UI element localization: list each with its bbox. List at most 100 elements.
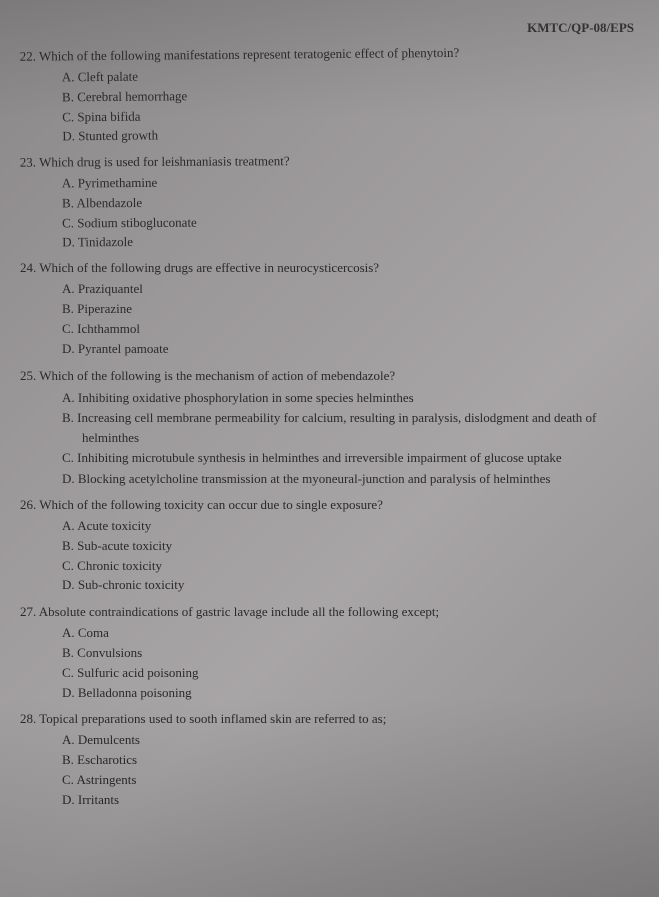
option-letter: C.: [62, 665, 74, 680]
question-number: 24.: [20, 260, 36, 275]
option-letter: D.: [62, 341, 75, 356]
option-text: Escharotics: [77, 752, 137, 767]
option-letter: C.: [62, 772, 74, 787]
option-text: Sodium stibogluconate: [77, 214, 197, 230]
option-d: D. Sub-chronic toxicity: [62, 576, 639, 595]
option-letter: C.: [62, 321, 74, 336]
options-list: A. Coma B. Convulsions C. Sulfuric acid …: [20, 624, 639, 702]
option-letter: C.: [62, 215, 74, 230]
options-list: A. Inhibiting oxidative phosphorylation …: [20, 388, 639, 489]
question-stem: 27. Absolute contraindications of gastri…: [20, 603, 639, 622]
option-text: Inhibiting oxidative phosphorylation in …: [78, 390, 414, 405]
options-list: A. Demulcents B. Escharotics C. Astringe…: [20, 731, 639, 809]
option-text: Spina bifida: [77, 108, 140, 124]
option-letter: A.: [62, 518, 75, 533]
option-letter: B.: [62, 410, 74, 425]
option-a: A. Coma: [62, 624, 639, 643]
question-text: Topical preparations used to sooth infla…: [39, 711, 386, 726]
option-text: Coma: [78, 625, 109, 640]
option-text: Belladonna poisoning: [78, 685, 192, 700]
question-number: 27.: [20, 604, 36, 619]
option-letter: D.: [62, 129, 75, 144]
question-text: Which of the following drugs are effecti…: [39, 260, 379, 275]
option-d: D. Tinidazole: [62, 231, 639, 253]
question-text: Which of the following manifestations re…: [39, 45, 459, 64]
option-text: Praziquantel: [78, 281, 143, 296]
option-text: Acute toxicity: [77, 518, 151, 533]
option-a: A. Praziquantel: [62, 280, 639, 299]
option-c: C. Sulfuric acid poisoning: [62, 664, 639, 683]
option-c: C. Inhibiting microtubule synthesis in h…: [62, 448, 639, 468]
option-letter: C.: [62, 558, 74, 573]
question-number: 26.: [20, 497, 36, 512]
option-text: Inhibiting microtubule synthesis in helm…: [77, 450, 562, 465]
exam-paper: KMTC/QP-08/EPS 22. Which of the followin…: [20, 30, 639, 877]
question-stem: 24. Which of the following drugs are eff…: [20, 259, 639, 278]
option-d: D. Blocking acetylcholine transmission a…: [62, 469, 639, 489]
option-text: Sub-acute toxicity: [77, 538, 172, 553]
option-d: D. Belladonna poisoning: [62, 684, 639, 703]
questions-container: 22. Which of the following manifestation…: [20, 30, 639, 810]
option-text: Astringents: [76, 772, 136, 787]
option-letter: D.: [62, 471, 75, 486]
question-number: 25.: [20, 368, 36, 383]
question-number: 28.: [20, 711, 36, 726]
option-letter: D.: [62, 235, 75, 250]
option-letter: A.: [62, 175, 75, 190]
option-letter: A.: [62, 625, 75, 640]
options-list: A. Pyrimethamine B. Albendazole C. Sodiu…: [20, 171, 639, 253]
option-c: C. Ichthammol: [62, 320, 639, 339]
option-a: A. Acute toxicity: [62, 517, 639, 536]
question-number: 23.: [20, 155, 36, 170]
option-b: B. Increasing cell membrane permeability…: [62, 408, 639, 447]
option-b: B. Convulsions: [62, 644, 639, 663]
option-text: Cleft palate: [78, 69, 138, 85]
option-a: A. Pyrimethamine: [62, 171, 639, 193]
option-text: Albendazole: [76, 195, 142, 210]
question-text: Which of the following is the mechanism …: [39, 368, 395, 383]
options-list: A. Acute toxicity B. Sub-acute toxicity …: [20, 517, 639, 595]
option-text: Stunted growth: [78, 128, 158, 144]
question-number: 22.: [20, 49, 36, 64]
option-a: A. Demulcents: [62, 731, 639, 750]
option-letter: B.: [62, 752, 74, 767]
option-c: C. Sodium stibogluconate: [62, 211, 639, 233]
question-22: 22. Which of the following manifestation…: [20, 42, 640, 147]
option-text: Blocking acetylcholine transmission at t…: [78, 471, 551, 486]
option-d: D. Irritants: [62, 791, 639, 810]
option-letter: C.: [62, 450, 74, 465]
option-letter: B.: [62, 301, 74, 316]
option-letter: D.: [62, 577, 75, 592]
question-23: 23. Which drug is used for leishmaniasis…: [20, 151, 640, 253]
option-letter: D.: [62, 685, 75, 700]
option-text: Demulcents: [78, 732, 140, 747]
option-text: Irritants: [78, 792, 119, 807]
option-b: B. Sub-acute toxicity: [62, 537, 639, 556]
question-stem: 26. Which of the following toxicity can …: [20, 496, 639, 515]
option-text: Increasing cell membrane permeability fo…: [77, 410, 596, 445]
option-c: C. Chronic toxicity: [62, 557, 639, 576]
question-stem: 28. Topical preparations used to sooth i…: [20, 710, 639, 729]
question-27: 27. Absolute contraindications of gastri…: [20, 603, 639, 702]
question-stem: 25. Which of the following is the mechan…: [20, 367, 639, 386]
question-stem: 23. Which drug is used for leishmaniasis…: [20, 151, 639, 173]
question-text: Which of the following toxicity can occu…: [39, 497, 383, 512]
question-25: 25. Which of the following is the mechan…: [20, 367, 639, 488]
option-d: D. Pyrantel pamoate: [62, 340, 639, 359]
option-b: B. Albendazole: [62, 191, 639, 213]
option-letter: B.: [62, 89, 74, 104]
option-text: Chronic toxicity: [77, 558, 162, 573]
question-24: 24. Which of the following drugs are eff…: [20, 259, 639, 358]
question-stem: 22. Which of the following manifestation…: [20, 42, 639, 66]
option-letter: D.: [62, 792, 75, 807]
option-letter: A.: [62, 390, 75, 405]
question-28: 28. Topical preparations used to sooth i…: [20, 710, 639, 809]
option-text: Convulsions: [77, 645, 142, 660]
option-text: Cerebral hemorrhage: [77, 88, 187, 104]
option-letter: B.: [62, 195, 74, 210]
document-code: KMTC/QP-08/EPS: [527, 20, 634, 36]
option-text: Tinidazole: [78, 235, 133, 250]
option-text: Pyrantel pamoate: [78, 341, 169, 356]
option-c: C. Astringents: [62, 771, 639, 790]
question-text: Which drug is used for leishmaniasis tre…: [39, 153, 290, 169]
